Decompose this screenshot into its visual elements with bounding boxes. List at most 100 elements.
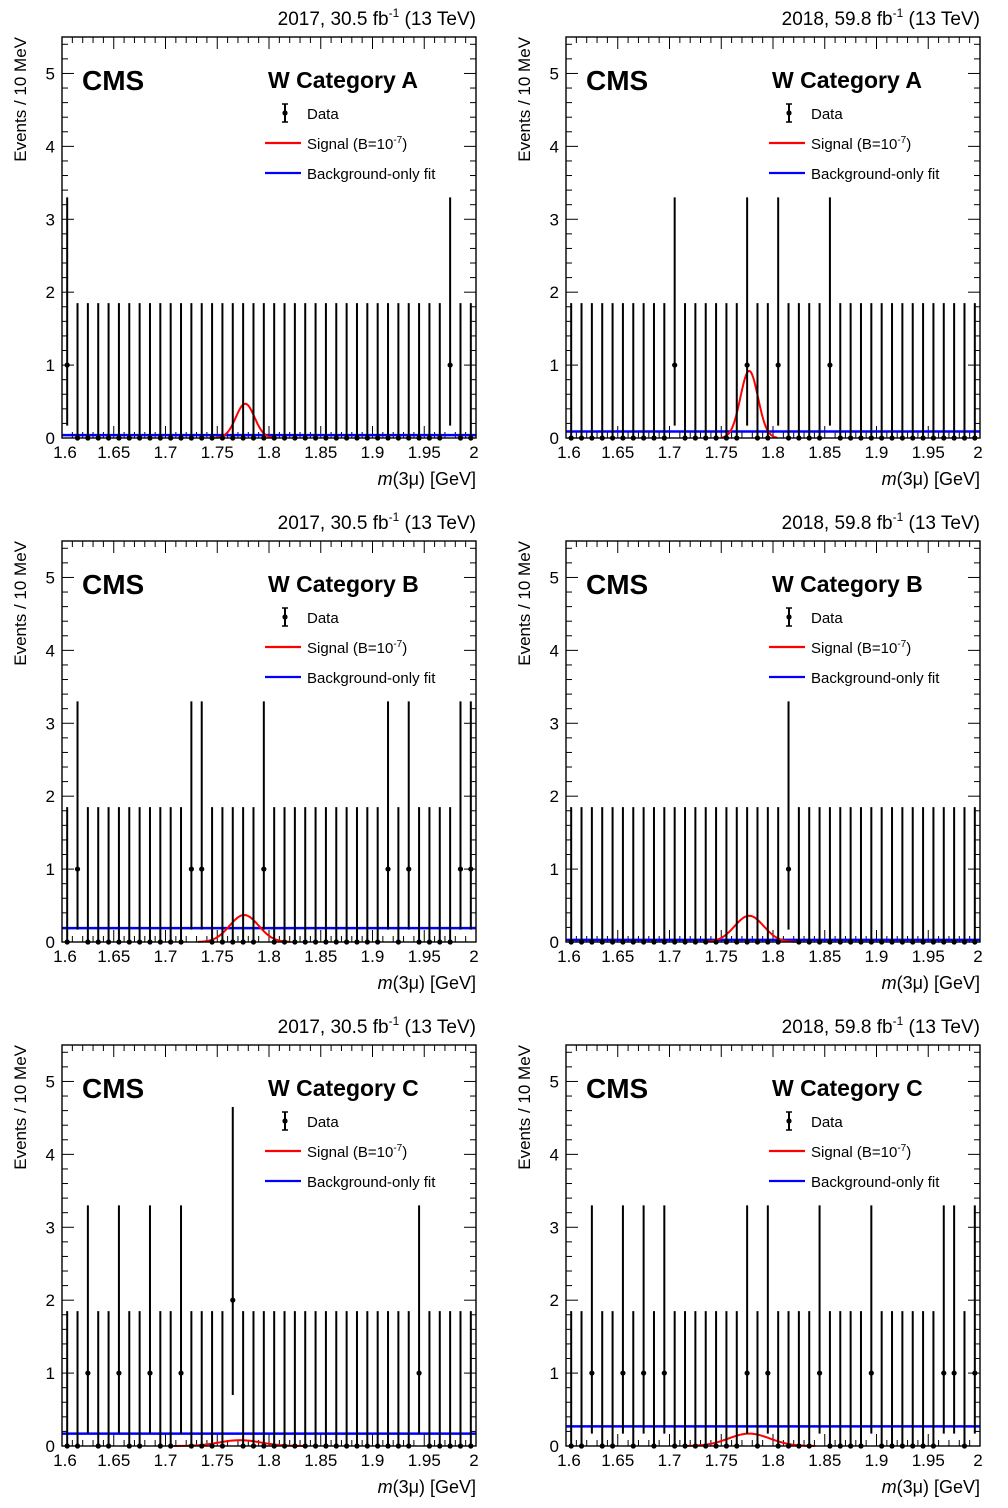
- y-tick-label: 4: [550, 1145, 559, 1164]
- axis-ticks: [61, 541, 477, 943]
- x-tick-label: 1.85: [304, 947, 337, 966]
- x-tick-label: 2: [973, 947, 982, 966]
- x-tick-label: 1.6: [557, 443, 581, 462]
- y-axis-label: Events / 10 MeV: [11, 540, 30, 665]
- legend-data-dot: [282, 614, 288, 620]
- legend-label: Data: [811, 106, 843, 123]
- panel-wC-2018: 2018, 59.8 fb-1 (13 TeV) Events / 10 MeV m…: [504, 1008, 1008, 1508]
- legend: Data Signal (B=10-7) Background-only fit: [265, 607, 436, 687]
- category-title: W Category C: [268, 1075, 419, 1101]
- x-tick-label: 1.75: [201, 1451, 234, 1470]
- category-title: W Category A: [772, 67, 922, 93]
- category-title: W Category B: [268, 571, 419, 597]
- data-point: [765, 1370, 771, 1376]
- y-tick-label: 2: [550, 787, 559, 806]
- data-point: [868, 1370, 874, 1376]
- x-tick-label: 1.7: [154, 1451, 178, 1470]
- legend-label: Background-only fit: [811, 1174, 940, 1191]
- chart-header: 2017, 30.5 fb-1 (13 TeV): [278, 6, 476, 30]
- y-tick-label: 1: [550, 860, 559, 879]
- chart-svg: 2018, 59.8 fb-1 (13 TeV) Events / 10 MeV m…: [515, 510, 983, 993]
- x-tick-label: 2: [469, 1451, 478, 1470]
- axis-ticks: [61, 1045, 477, 1447]
- y-tick-label: 2: [46, 1291, 55, 1310]
- x-tick-label: 1.9: [361, 443, 385, 462]
- y-tick-label: 3: [550, 1218, 559, 1237]
- data-points: [64, 701, 474, 945]
- data-point: [74, 866, 81, 872]
- x-axis-label: m(3μ) [GeV]: [882, 973, 980, 993]
- legend-label: Signal (B=10-7): [811, 135, 911, 153]
- panel-wA-2018: 2018, 59.8 fb-1 (13 TeV) Events / 10 MeV m…: [504, 0, 1008, 500]
- y-tick-label: 3: [46, 210, 55, 229]
- data-point: [416, 1370, 422, 1376]
- data-point: [230, 1297, 236, 1303]
- panel-wC-2017: 2017, 30.5 fb-1 (13 TeV) Events / 10 MeV m…: [0, 1008, 504, 1508]
- x-axis-label: m(3μ) [GeV]: [378, 1477, 476, 1497]
- x-tick-label: 2: [469, 947, 478, 966]
- legend: Data Signal (B=10-7) Background-only fit: [769, 1111, 940, 1191]
- y-tick-label: 0: [550, 429, 559, 448]
- x-tick-label: 2: [973, 443, 982, 462]
- data-point: [406, 866, 412, 872]
- cms-label: CMS: [586, 65, 648, 96]
- y-tick-label: 5: [46, 1072, 55, 1091]
- x-tick-label: 1.9: [865, 1451, 889, 1470]
- y-tick-label: 1: [46, 860, 55, 879]
- data-point: [199, 866, 205, 872]
- x-tick-label: 1.7: [658, 1451, 682, 1470]
- data-point: [261, 866, 267, 872]
- x-tick-label: 1.6: [53, 443, 77, 462]
- x-tick-label: 1.7: [154, 443, 178, 462]
- y-tick-label: 0: [550, 933, 559, 952]
- x-tick-label: 1.8: [257, 443, 281, 462]
- y-tick-label: 1: [550, 1364, 559, 1383]
- data-point: [116, 1370, 122, 1376]
- data-point: [775, 362, 781, 368]
- y-tick-label: 1: [46, 356, 55, 375]
- signal-curve: [702, 914, 796, 943]
- legend-data-dot: [786, 1118, 792, 1124]
- y-axis-label: Events / 10 MeV: [11, 36, 30, 161]
- y-tick-label: 4: [46, 1145, 55, 1164]
- x-tick-label: 1.95: [912, 947, 945, 966]
- y-tick-label: 2: [46, 283, 55, 302]
- data-point: [385, 866, 391, 872]
- chart-header: 2018, 59.8 fb-1 (13 TeV): [782, 510, 980, 534]
- legend-label: Background-only fit: [307, 670, 436, 687]
- legend-data-dot: [786, 614, 792, 620]
- x-tick-label: 1.85: [304, 443, 337, 462]
- category-title: W Category A: [268, 67, 418, 93]
- x-tick-label: 1.65: [97, 443, 130, 462]
- plot-frame: [565, 540, 981, 943]
- x-tick-label: 1.8: [761, 443, 785, 462]
- signal-curve: [720, 369, 778, 439]
- data-point: [641, 1370, 647, 1376]
- signal-curve: [215, 402, 276, 439]
- signal-curve: [682, 1432, 816, 1447]
- legend-data-dot: [282, 1118, 288, 1124]
- x-tick-label: 1.7: [658, 443, 682, 462]
- chart-svg: 2017, 30.5 fb-1 (13 TeV) Events / 10 MeV m…: [11, 6, 479, 489]
- x-tick-label: 1.9: [865, 443, 889, 462]
- legend-label: Background-only fit: [811, 670, 940, 687]
- legend-label: Signal (B=10-7): [307, 639, 407, 657]
- y-tick-label: 4: [46, 641, 55, 660]
- plot-frame: [61, 1044, 477, 1447]
- data-point: [972, 1370, 978, 1376]
- data-points: [568, 197, 978, 441]
- x-tick-label: 1.7: [154, 947, 178, 966]
- legend: Data Signal (B=10-7) Background-only fit: [265, 103, 436, 183]
- y-tick-label: 3: [550, 714, 559, 733]
- x-tick-label: 1.8: [761, 1451, 785, 1470]
- y-axis-label: Events / 10 MeV: [515, 36, 534, 161]
- x-tick-label: 1.6: [53, 1451, 77, 1470]
- axis-ticks: [61, 37, 477, 439]
- y-tick-label: 4: [46, 137, 55, 156]
- legend-data-dot: [786, 110, 792, 116]
- x-tick-label: 1.95: [912, 1451, 945, 1470]
- plot-frame: [565, 36, 981, 439]
- y-axis-label: Events / 10 MeV: [515, 540, 534, 665]
- x-axis-label: m(3μ) [GeV]: [882, 1477, 980, 1497]
- chart-header: 2017, 30.5 fb-1 (13 TeV): [278, 1014, 476, 1038]
